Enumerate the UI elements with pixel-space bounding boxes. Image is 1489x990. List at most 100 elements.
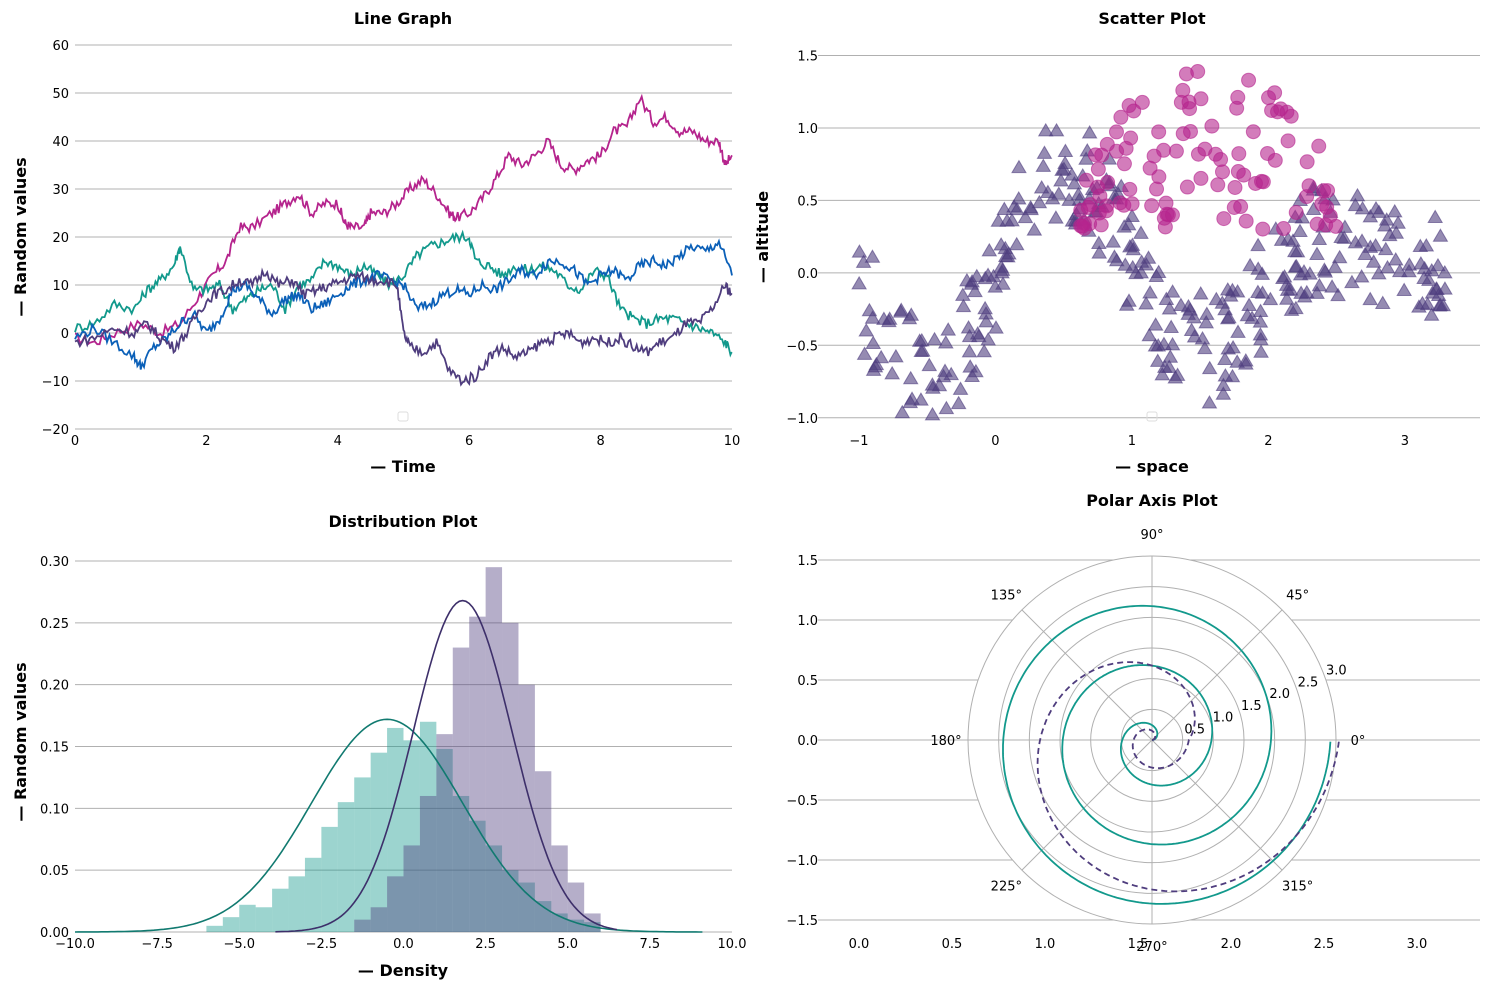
- distribution-bar-teal: [436, 748, 453, 932]
- scatter-triangle-point: [968, 363, 984, 378]
- distribution-bar-purple: [452, 647, 470, 932]
- scatter-triangle-point: [1353, 268, 1370, 283]
- scatter-triangle-point: [1031, 194, 1048, 209]
- scatter-triangle-point: [940, 322, 957, 336]
- scatter-circle-point: [1264, 102, 1280, 118]
- scatter-triangle-point: [1278, 291, 1295, 305]
- scatter-triangle-point: [1365, 254, 1382, 268]
- distribution-xtick-label: −2.5: [306, 937, 338, 952]
- scatter-triangle-point: [851, 275, 868, 290]
- scatter-triangle-point: [1432, 228, 1449, 242]
- scatter-circle-point: [1156, 142, 1172, 158]
- scatter-triangle-point: [961, 343, 978, 358]
- distribution-bar-teal: [222, 917, 240, 932]
- scatter-circle-point: [1113, 109, 1129, 125]
- scatter-ytick-label: 0.5: [797, 194, 818, 209]
- line-graph-ytick-label: −20: [42, 423, 69, 438]
- line-graph-ytick-label: 0: [61, 327, 69, 342]
- polar-angle-label: 315°: [1282, 880, 1313, 895]
- scatter-circle-point: [1267, 152, 1283, 168]
- polar-spoke: [1021, 739, 1153, 871]
- scatter-circle-point: [1328, 218, 1344, 234]
- scatter-triangle-point: [1215, 386, 1232, 400]
- distribution-bar-teal: [370, 752, 388, 932]
- scatter-triangle-point: [1048, 210, 1064, 224]
- scatter-triangle-point: [902, 370, 919, 385]
- scatter-triangle-point: [950, 395, 967, 410]
- polar-spoke: [1151, 609, 1283, 741]
- scatter-triangle-point: [1254, 285, 1271, 299]
- scatter-circle-point: [1073, 202, 1089, 218]
- scatter-triangle-point: [1138, 296, 1154, 310]
- scatter-triangle-point: [865, 335, 882, 350]
- scatter-triangle-point: [894, 404, 911, 419]
- scatter-circle-point: [1151, 124, 1167, 140]
- line-graph-empty-legend: [397, 411, 409, 422]
- scatter-triangle-point: [938, 400, 955, 415]
- scatter-triangle-point: [1390, 215, 1406, 229]
- line-graph-ytick-label: 40: [52, 135, 69, 150]
- distribution-xlabel: — Density: [358, 961, 449, 980]
- scatter-triangle-point: [935, 368, 952, 383]
- scatter-circle-point: [1175, 82, 1191, 98]
- polar-radial-label: 2.5: [1298, 675, 1319, 690]
- scatter-triangle-point: [1201, 360, 1218, 375]
- scatter-triangle-point: [1164, 284, 1181, 298]
- line-graph-xtick-label: 8: [596, 434, 604, 449]
- scatter-triangle-point: [1220, 340, 1237, 355]
- scatter-triangle-point: [1278, 277, 1295, 291]
- scatter-triangle-point: [994, 262, 1011, 276]
- scatter-triangle-point: [1037, 122, 1054, 137]
- distribution-ytick-label: 0.05: [40, 864, 69, 879]
- scatter-triangle-point: [1091, 245, 1108, 259]
- distribution-bar-teal: [502, 870, 519, 932]
- scatter-circle-point: [1238, 213, 1254, 229]
- scatter-triangle-point: [1242, 257, 1258, 272]
- scatter-circle-point: [1283, 108, 1299, 124]
- scatter-triangle-point: [937, 335, 954, 349]
- scatter-triangle-point: [1276, 268, 1293, 283]
- polar-cartesian-xtick-label: 2.5: [1314, 937, 1335, 952]
- distribution-xtick-label: 5.0: [557, 937, 578, 952]
- scatter-triangle-point: [1309, 285, 1325, 299]
- scatter-triangle-point: [1163, 319, 1180, 334]
- scatter-triangle-point: [856, 346, 873, 360]
- distribution-ytick-label: 0.00: [40, 926, 69, 941]
- scatter-triangle-point: [1154, 366, 1171, 381]
- scatter-xtick-label: 3: [1401, 434, 1409, 449]
- scatter-triangle-point: [901, 310, 918, 325]
- distribution-bar-purple: [403, 845, 420, 932]
- scatter-xtick-label: 1: [1128, 434, 1136, 449]
- scatter-triangle-point: [873, 349, 890, 364]
- scatter-circle-point: [1073, 218, 1089, 234]
- scatter-triangle-point: [1192, 285, 1209, 300]
- scatter-triangle-point: [967, 283, 983, 298]
- scatter-triangle-point: [981, 242, 998, 257]
- scatter-triangle-point: [864, 310, 881, 324]
- scatter-triangle-point: [1396, 282, 1413, 296]
- scatter-circle-point: [1311, 138, 1327, 154]
- scatter-circle-point: [1241, 72, 1257, 88]
- scatter-triangle-point: [1222, 288, 1239, 302]
- distribution-xtick-label: 10.0: [718, 937, 747, 952]
- line-series-teal: [74, 229, 733, 358]
- scatter-triangle-point: [1158, 291, 1175, 306]
- distribution-bar-purple: [551, 845, 568, 932]
- scatter-circle-point: [1116, 156, 1132, 172]
- scatter-xlabel: — space: [1115, 457, 1189, 476]
- scatter-triangle-point: [1198, 314, 1215, 329]
- scatter-triangle-point: [1362, 291, 1379, 306]
- scatter-triangle-point: [1401, 257, 1418, 271]
- scatter-circle-point: [1230, 89, 1246, 105]
- distribution-bar-purple: [518, 684, 535, 932]
- scatter-triangle-point: [1023, 201, 1039, 216]
- scatter-triangle-point: [1401, 263, 1417, 278]
- polar-cartesian-ytick-label: 1.0: [797, 614, 818, 629]
- distribution-bar-teal: [304, 857, 322, 932]
- scatter-triangle-point: [1241, 297, 1257, 311]
- scatter-triangle-point: [1017, 209, 1034, 224]
- polar-angle-label: 45°: [1286, 588, 1309, 603]
- scatter-triangle-point: [1217, 351, 1233, 365]
- distribution-bar-teal: [354, 777, 371, 932]
- polar-angle-label: 90°: [1140, 528, 1163, 543]
